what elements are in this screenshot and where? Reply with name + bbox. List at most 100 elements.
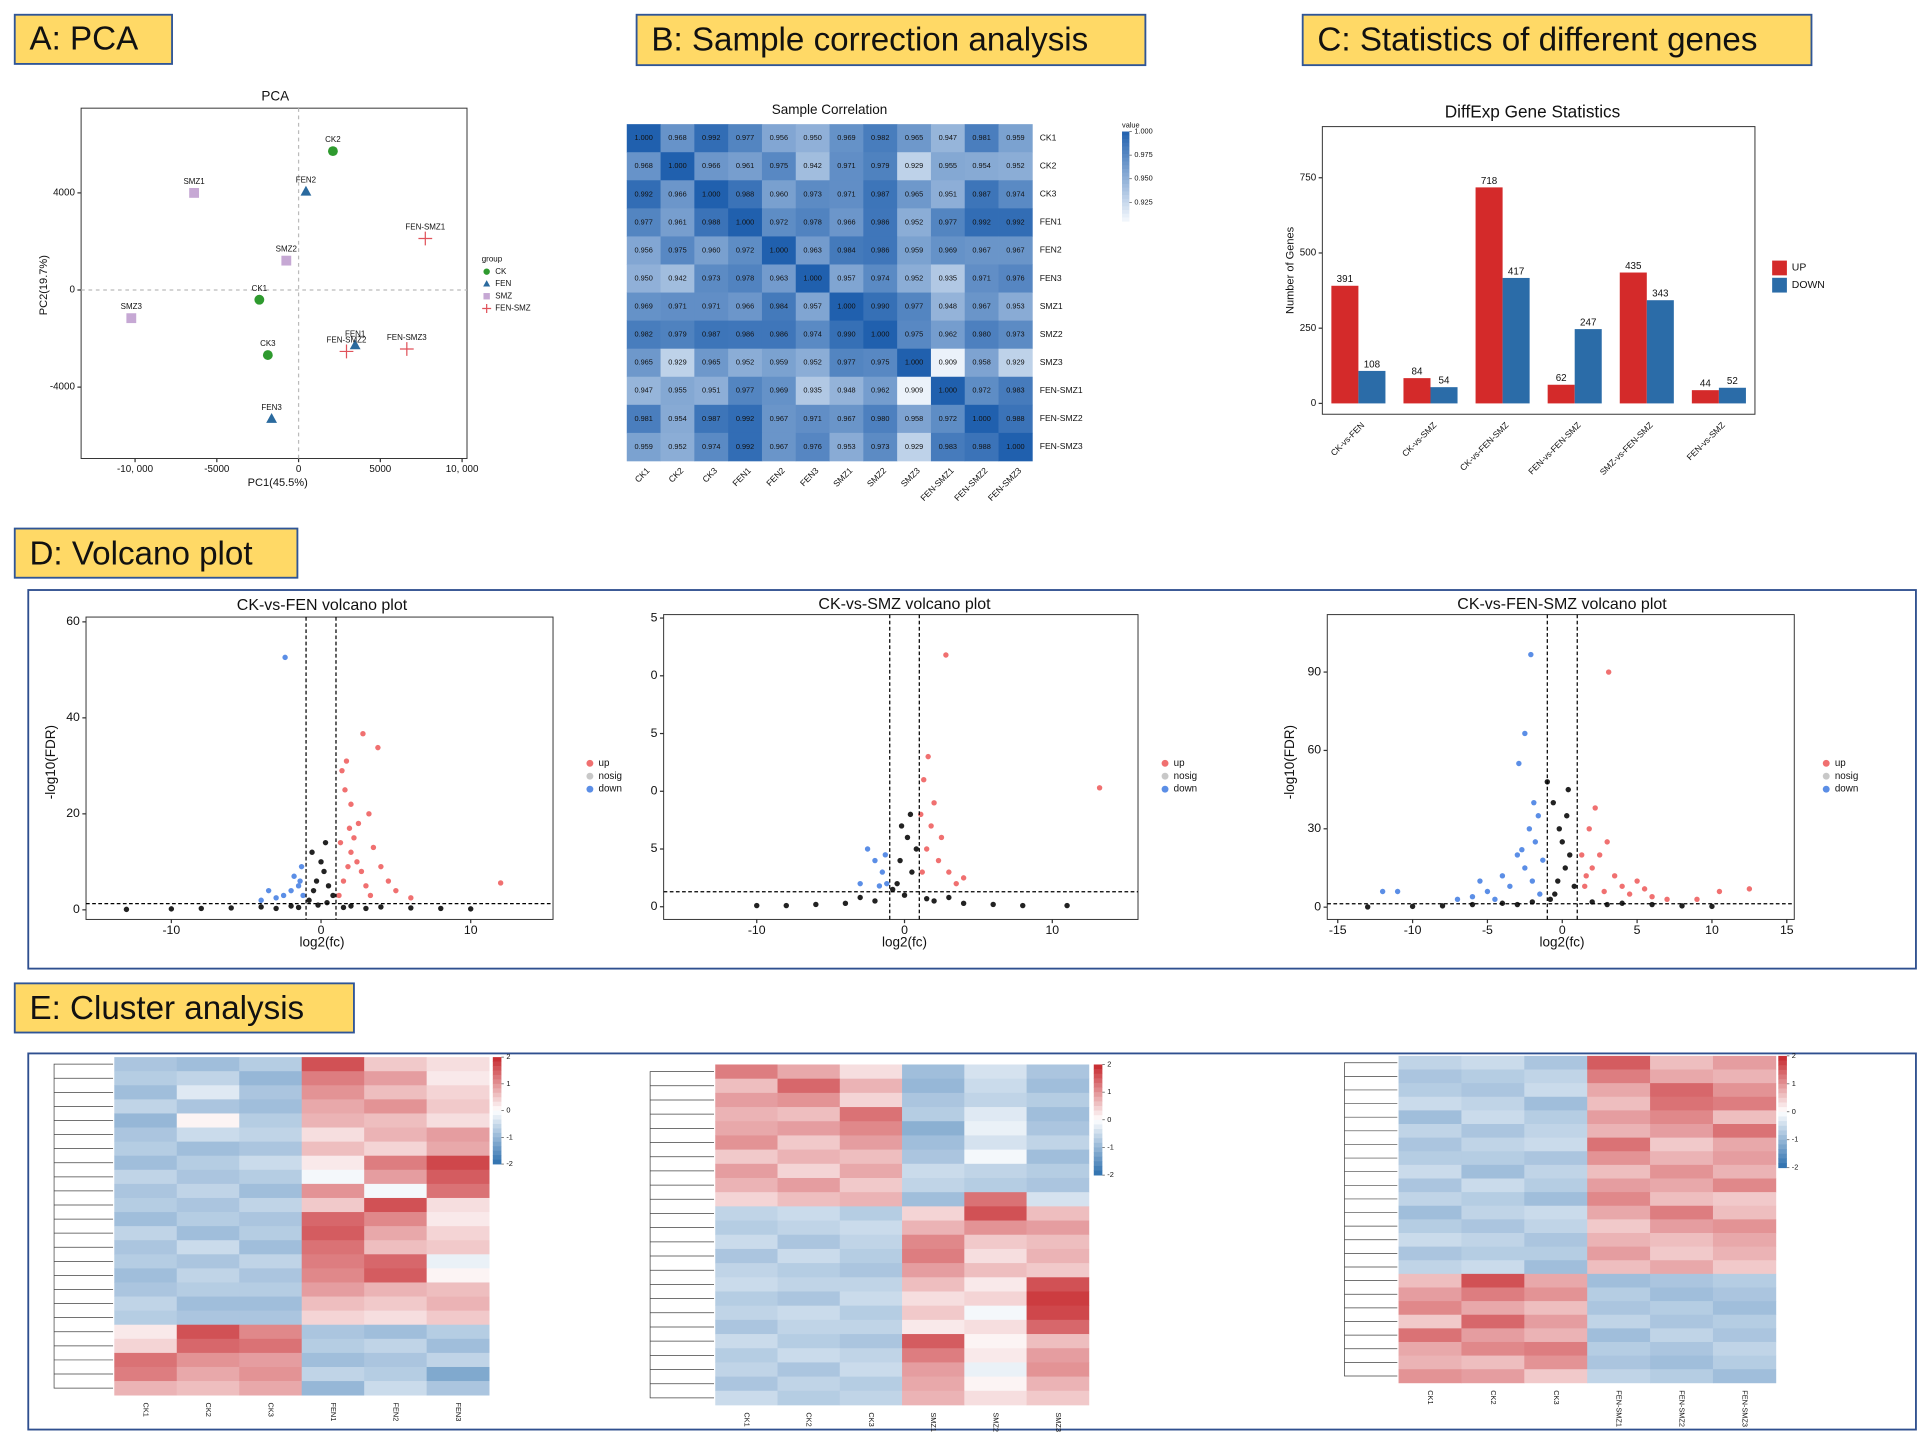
colorbar-tick-label: 0 — [506, 1106, 510, 1115]
heatmap-cell — [728, 124, 763, 153]
heatmap-cell — [694, 152, 729, 181]
plot-area — [1321, 126, 1756, 415]
point — [358, 868, 365, 875]
heatmap-cell — [114, 1155, 178, 1171]
legend-title: group — [482, 254, 503, 263]
cell-label: 0.969 — [770, 386, 788, 395]
cell-label: 1.000 — [939, 386, 957, 395]
colorbar-segment — [492, 1092, 502, 1098]
heatmap-cell — [426, 1169, 490, 1185]
heatmap-cell — [1398, 1219, 1462, 1234]
heatmap-cell — [930, 152, 966, 181]
heatmap-cell — [1587, 1137, 1651, 1152]
point — [754, 902, 760, 909]
point-label: FEN-SMZ2 — [327, 335, 367, 344]
heatmap-cell — [839, 1192, 903, 1207]
heatmap-cell — [863, 264, 898, 293]
bar — [1646, 300, 1674, 404]
heatmap-cell — [301, 1324, 365, 1340]
colorbar-segment — [1093, 1138, 1103, 1144]
heatmap-cell — [1587, 1232, 1651, 1247]
heatmap-cell — [795, 124, 830, 153]
heatmap-cell — [761, 404, 797, 434]
heatmap-cell — [1712, 1069, 1777, 1084]
colorbar-segment — [1122, 187, 1130, 192]
colorbar-segment — [1122, 210, 1130, 215]
heatmap-cell — [998, 292, 1033, 321]
heatmap-cell — [364, 1338, 428, 1354]
colorbar-segment — [1122, 206, 1130, 211]
cell-label: 0.973 — [871, 442, 889, 451]
plot-area — [1326, 614, 1795, 920]
heatmap-cell — [301, 1212, 365, 1227]
heatmap-cell — [1650, 1273, 1714, 1288]
heatmap-cell — [626, 180, 661, 209]
point — [363, 883, 369, 889]
heatmap-cell — [839, 1376, 903, 1392]
heatmap-cell — [863, 236, 898, 265]
heatmap-cell — [839, 1149, 903, 1165]
heatmap-cell — [364, 1155, 428, 1171]
bar-value-label: 84 — [1412, 367, 1423, 378]
heatmap-cell — [114, 1183, 178, 1199]
heatmap-cell — [839, 1064, 903, 1080]
heatmap-cell — [964, 1234, 1027, 1250]
heatmap-cell — [114, 1310, 178, 1326]
cell-label: 0.967 — [1006, 245, 1024, 254]
cell-label: 0.960 — [770, 189, 788, 198]
colorbar-segment — [1093, 1170, 1103, 1176]
heatmap-cell — [426, 1310, 490, 1326]
colorbar-segment — [1122, 168, 1130, 174]
cell-label: 0.954 — [668, 414, 686, 423]
colorbar-segment — [1093, 1142, 1103, 1148]
heatmap-cell — [426, 1268, 490, 1283]
heatmap-cell — [897, 180, 932, 209]
heatmap-cell — [1398, 1137, 1462, 1152]
heatmap-cell — [364, 1197, 428, 1213]
x-tick-label: CK2 — [805, 1412, 814, 1426]
point — [1064, 902, 1070, 909]
cell-label: 0.984 — [770, 302, 788, 311]
point — [258, 904, 264, 910]
heatmap-cell — [777, 1390, 841, 1406]
bar-value-label: 108 — [1364, 359, 1381, 370]
heatmap-cell — [660, 404, 695, 434]
point — [960, 875, 967, 881]
heatmap-cell — [1712, 1083, 1777, 1098]
point — [1364, 904, 1371, 910]
cell-label: 0.978 — [736, 273, 754, 282]
colorbar-tick-label: 0.975 — [1134, 150, 1152, 159]
y-tick-label: SMZ2 — [1040, 329, 1063, 339]
cell-label: 0.957 — [837, 273, 855, 282]
heatmap-cell — [176, 1141, 240, 1157]
x-axis-label: log2(fc) — [299, 934, 344, 949]
heatmap-cell — [301, 1071, 365, 1086]
cell-label: 0.980 — [972, 330, 990, 339]
x-tick-label: SMZ3 — [1054, 1412, 1063, 1432]
heatmap-cell — [301, 1282, 365, 1297]
cell-label: 1.000 — [736, 217, 754, 226]
y-tick-label: -4000 — [50, 382, 76, 393]
y-tick-label: SMZ3 — [1040, 357, 1063, 367]
point — [904, 834, 911, 841]
heatmap-cell — [239, 1366, 303, 1382]
chart-title: DiffExp Gene Statistics — [1445, 102, 1620, 122]
y-tick-label: 40 — [66, 710, 80, 724]
point — [318, 859, 324, 865]
heatmap-cell — [902, 1305, 965, 1321]
cell-label: 0.963 — [803, 245, 821, 254]
heatmap-cell — [660, 152, 695, 181]
x-tick-label: FEN1 — [329, 1403, 338, 1422]
legend-label: CK — [495, 267, 507, 276]
heatmap-cell — [1461, 1314, 1525, 1329]
x-tick-label: 5 — [1634, 923, 1641, 937]
colorbar-segment — [492, 1159, 502, 1165]
colorbar-segment — [1778, 1079, 1787, 1085]
heatmap-cell — [715, 1263, 778, 1278]
heatmap-cell — [694, 236, 729, 265]
colorbar-segment — [1093, 1096, 1103, 1102]
heatmap-cell — [902, 1263, 965, 1278]
cell-label: 0.977 — [939, 217, 957, 226]
heatmap-cell — [1712, 1178, 1777, 1193]
heatmap-cell — [694, 208, 729, 237]
